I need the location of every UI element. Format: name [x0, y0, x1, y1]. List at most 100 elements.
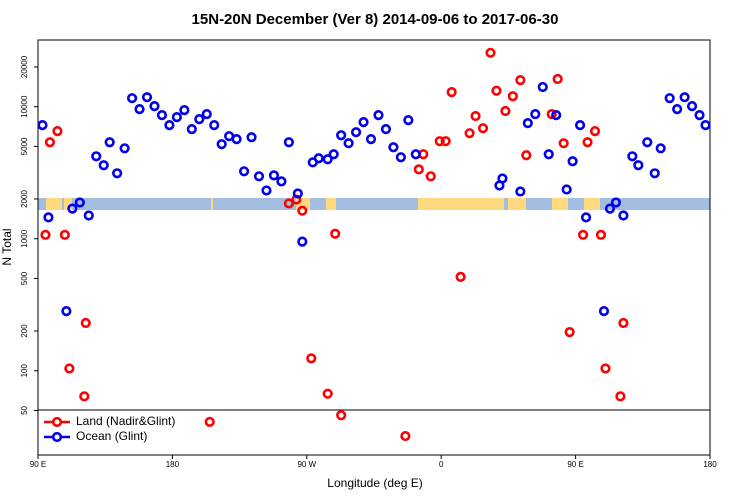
point — [515, 186, 526, 197]
point — [649, 168, 660, 179]
point — [413, 164, 424, 175]
point — [322, 154, 333, 165]
point — [149, 101, 160, 112]
point — [126, 93, 138, 104]
point — [655, 143, 666, 154]
point — [561, 184, 572, 195]
point — [156, 110, 168, 121]
point — [216, 139, 227, 150]
point — [67, 203, 78, 214]
point — [595, 229, 607, 240]
point — [564, 327, 575, 338]
point — [604, 203, 616, 214]
point — [388, 142, 399, 153]
point — [119, 143, 130, 154]
point — [74, 197, 85, 208]
point — [464, 128, 475, 139]
point — [395, 152, 406, 163]
y-tick-label: 50 — [20, 405, 29, 414]
x-tick-label: 180 — [703, 460, 717, 469]
point — [485, 47, 496, 58]
point — [292, 188, 303, 199]
y-tick-label: 1000 — [20, 229, 29, 247]
point — [253, 171, 265, 182]
point — [686, 101, 698, 112]
point — [380, 124, 392, 135]
point — [164, 120, 175, 131]
legend-label: Ocean (Glint) — [76, 429, 147, 443]
point — [238, 166, 250, 177]
legend-marker — [51, 416, 63, 428]
point — [186, 124, 197, 135]
x-tick-label: 0 — [439, 460, 444, 469]
point — [358, 117, 369, 128]
point — [44, 137, 56, 148]
point — [322, 388, 333, 399]
point — [400, 430, 411, 442]
point — [336, 130, 347, 141]
point — [694, 110, 705, 121]
point — [194, 114, 205, 125]
point — [261, 185, 272, 196]
y-tick-label: 5000 — [20, 137, 29, 155]
point — [61, 305, 72, 317]
point — [598, 305, 610, 317]
point — [589, 126, 601, 137]
point — [491, 85, 502, 96]
point — [91, 151, 102, 162]
legend-label: Land (Nadir&Glint) — [76, 414, 175, 428]
chart-title: 15N-20N December (Ver 8) 2014-09-06 to 2… — [192, 11, 559, 28]
point — [470, 110, 481, 122]
point — [672, 103, 683, 115]
y-tick-label: 2000 — [20, 190, 29, 208]
point — [567, 156, 578, 167]
x-tick-label: 90 E — [30, 460, 46, 469]
point — [522, 118, 533, 129]
point — [350, 127, 362, 138]
point — [297, 205, 308, 216]
point — [477, 123, 489, 134]
point — [134, 103, 145, 115]
point — [552, 73, 563, 85]
point — [40, 229, 51, 240]
point — [546, 108, 557, 120]
point — [615, 391, 626, 402]
point — [98, 160, 109, 171]
point — [500, 105, 511, 117]
point — [530, 108, 541, 120]
point — [141, 92, 153, 103]
point — [328, 149, 339, 160]
point — [80, 317, 91, 329]
point — [83, 210, 94, 221]
point — [112, 168, 123, 179]
point — [580, 212, 592, 223]
point — [446, 86, 457, 98]
point — [297, 236, 308, 247]
point — [610, 197, 622, 208]
point — [642, 137, 653, 148]
point — [537, 81, 548, 93]
point — [365, 134, 377, 145]
point — [700, 120, 711, 131]
point — [627, 151, 638, 162]
y-tick-label: 100 — [20, 364, 29, 378]
point — [403, 115, 414, 126]
point — [79, 391, 90, 402]
point — [246, 132, 257, 143]
point — [330, 228, 341, 239]
point — [373, 110, 384, 121]
point — [43, 212, 54, 223]
x-axis-label: Longitude (deg E) — [327, 476, 422, 490]
point — [410, 149, 421, 160]
point — [551, 110, 562, 121]
point — [204, 416, 215, 427]
y-tick-label: 200 — [20, 324, 29, 338]
y-axis-label: N Total — [0, 228, 14, 265]
point — [577, 229, 589, 240]
plot-frame — [37, 39, 711, 456]
point — [201, 108, 212, 120]
point — [497, 173, 508, 184]
point — [440, 136, 451, 147]
point — [343, 138, 354, 149]
point — [268, 170, 280, 181]
